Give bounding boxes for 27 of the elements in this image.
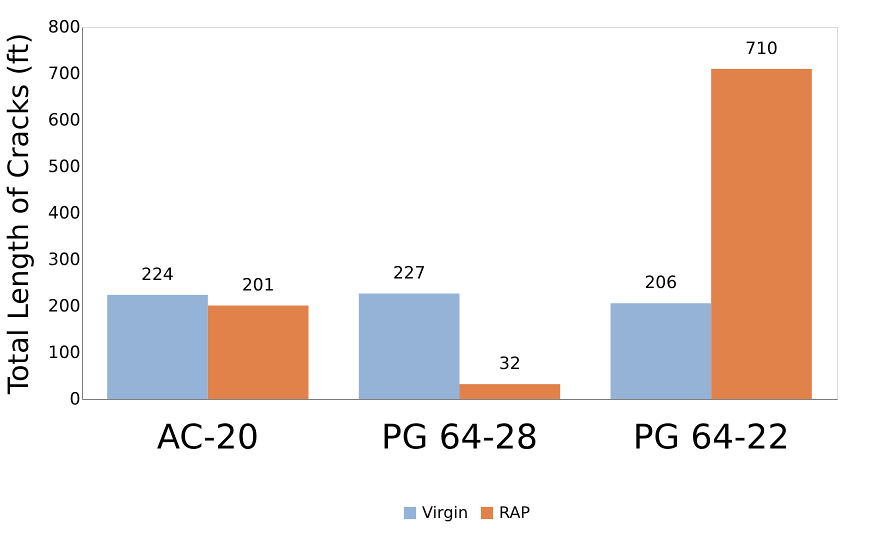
data-label: 224 (141, 264, 174, 285)
y-tick-label: 800 (48, 18, 80, 38)
x-tick-label: AC-20 (156, 418, 259, 458)
y-tick-label: 500 (48, 157, 80, 177)
bar (208, 306, 308, 399)
data-label: 227 (392, 263, 426, 284)
data-label: 201 (242, 276, 274, 296)
bar (460, 384, 560, 399)
data-label: 32 (499, 354, 521, 374)
y-tick-label: 100 (48, 343, 80, 363)
bar (358, 293, 460, 399)
y-tick-label: 200 (48, 296, 80, 316)
y-tick-label: 600 (48, 110, 80, 130)
legend-label: RAP (499, 503, 530, 522)
y-tick-label: 300 (48, 250, 80, 270)
y-tick-label: 400 (48, 204, 80, 224)
legend-label: Virgin (422, 503, 468, 522)
y-tick-label: 700 (48, 64, 80, 84)
data-label: 206 (644, 273, 678, 294)
data-label: 710 (745, 38, 778, 59)
bar (711, 68, 812, 399)
x-tick-label: PG 64-28 (381, 418, 538, 458)
y-tick-label: 0 (70, 390, 80, 410)
bar (107, 294, 208, 399)
bar (610, 303, 712, 399)
y-axis-title: Total Length of Cracks (ft) (2, 32, 36, 396)
x-tick-label: PG 64-22 (632, 418, 790, 458)
